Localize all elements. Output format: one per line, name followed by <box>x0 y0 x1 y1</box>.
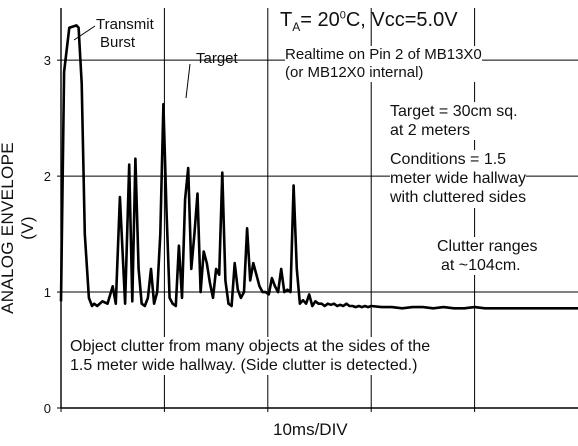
x-axis-label: 10ms/DIV <box>273 420 348 439</box>
annotation-conditions: Conditions = 1.5 meter wide hallway with… <box>390 150 527 208</box>
annotation-object-clutter: Object clutter from many objects at the … <box>70 337 431 376</box>
series-line <box>59 24 578 310</box>
annotation-transmit: Transmit <box>96 16 154 33</box>
annotation-burst: Burst <box>100 34 136 51</box>
y-tick-label: 1 <box>44 285 51 300</box>
y-tick-label: 0 <box>44 401 51 416</box>
annotation-realtime: Realtime on Pin 2 of MB13X0 (or MB12X0 i… <box>285 46 482 82</box>
annotation-target-desc: Target = 30cm sq. at 2 meters <box>390 102 518 141</box>
annotation-target: Target <box>196 50 238 67</box>
annotation-clutter: Clutter ranges at ~104cm. <box>437 237 538 276</box>
y-tick-label: 3 <box>44 53 51 68</box>
y-tick-label: 2 <box>44 169 51 184</box>
annotation-conditions-title: TA= 200C, Vcc=5.0V <box>280 9 458 34</box>
